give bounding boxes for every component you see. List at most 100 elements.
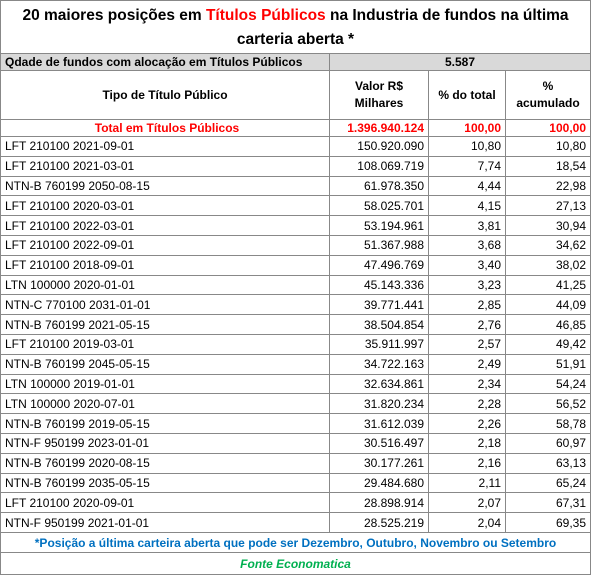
- data-cell: 2,34: [429, 374, 506, 395]
- data-cell: 28.525.219: [330, 513, 429, 533]
- data-cell: 38.504.854: [330, 315, 429, 335]
- data-row: NTN-B 760199 2035-05-15 29.484.680 2,11 65,…: [0, 473, 591, 494]
- data-cell: 38,02: [506, 255, 591, 276]
- summary-row: Qdade de fundos com alocação em Títulos …: [0, 54, 591, 71]
- data-row: NTN-B 760199 2050-08-15 61.978.350 4,44 22,…: [0, 176, 591, 197]
- data-cell: 58.025.701: [330, 196, 429, 217]
- data-row: LFT 210100 2020-03-01 58.025.701 4,15 27,13: [0, 196, 591, 217]
- data-row: NTN-F 950199 2023-01-01 30.516.497 2,18 60,…: [0, 434, 591, 454]
- data-cell: 3,40: [429, 255, 506, 276]
- data-cell: 28.898.914: [330, 493, 429, 514]
- data-cell: 2,76: [429, 315, 506, 335]
- data-row: NTN-C 770100 2031-01-01 39.771.441 2,85 44,…: [0, 295, 591, 316]
- data-cell: 27,13: [506, 196, 591, 217]
- data-cell: LFT 210100 2022-03-01: [0, 216, 330, 236]
- data-cell: 54,24: [506, 374, 591, 395]
- data-cell: 4,15: [429, 196, 506, 217]
- data-cell: 3,23: [429, 275, 506, 296]
- title-highlight: Títulos Públicos: [205, 7, 326, 24]
- data-row: LFT 210100 2021-03-01 108.069.719 7,74 18,5…: [0, 156, 591, 177]
- data-cell: LFT 210100 2022-09-01: [0, 236, 330, 256]
- data-cell: 61.978.350: [330, 176, 429, 197]
- title-text: 20 maiores posições em: [22, 7, 206, 24]
- data-cell: 44,09: [506, 295, 591, 316]
- source: Fonte Economatica: [0, 553, 591, 575]
- data-cell: 10,80: [429, 137, 506, 157]
- data-cell: 18,54: [506, 156, 591, 177]
- data-cell: 3,81: [429, 216, 506, 236]
- data-cell: 2,18: [429, 434, 506, 454]
- data-cell: 34.722.163: [330, 354, 429, 375]
- header-cell: Tipo de Título Público: [0, 71, 330, 120]
- data-cell: 69,35: [506, 513, 591, 533]
- data-cell: 56,52: [506, 394, 591, 415]
- data-cell: 2,07: [429, 493, 506, 514]
- total-cell: 100,00: [429, 120, 506, 137]
- data-cell: LFT 210100 2021-03-01: [0, 156, 330, 177]
- data-cell: 31.820.234: [330, 394, 429, 415]
- data-cell: LTN 100000 2020-01-01: [0, 275, 330, 296]
- data-cell: 2,26: [429, 414, 506, 434]
- data-cell: NTN-B 760199 2035-05-15: [0, 473, 330, 494]
- data-row: NTN-B 760199 2021-05-15 38.504.854 2,76 46,…: [0, 315, 591, 335]
- data-cell: 67,31: [506, 493, 591, 514]
- data-cell: LFT 210100 2019-03-01: [0, 335, 330, 355]
- data-row: LFT 210100 2022-09-01 51.367.988 3,68 34,62: [0, 236, 591, 256]
- data-row: LFT 210100 2018-09-01 47.496.769 3,40 38,02: [0, 255, 591, 276]
- data-cell: 2,49: [429, 354, 506, 375]
- data-cell: LFT 210100 2020-03-01: [0, 196, 330, 217]
- data-cell: NTN-F 950199 2021-01-01: [0, 513, 330, 533]
- data-cell: 45.143.336: [330, 275, 429, 296]
- data-cell: 2,85: [429, 295, 506, 316]
- data-row: LTN 100000 2020-07-01 31.820.234 2,28 56,52: [0, 394, 591, 415]
- data-cell: LFT 210100 2020-09-01: [0, 493, 330, 514]
- data-row: LFT 210100 2022-03-01 53.194.961 3,81 30,94: [0, 216, 591, 236]
- data-cell: 39.771.441: [330, 295, 429, 316]
- data-cell: 2,28: [429, 394, 506, 415]
- data-cell: 49,42: [506, 335, 591, 355]
- data-cell: LFT 210100 2021-09-01: [0, 137, 330, 157]
- data-cell: 58,78: [506, 414, 591, 434]
- summary-label: Qdade de fundos com alocação em Títulos …: [0, 54, 330, 71]
- data-row: LTN 100000 2019-01-01 32.634.861 2,34 54,24: [0, 374, 591, 395]
- note: *Posição a última carteira aberta que po…: [0, 533, 591, 553]
- data-row: NTN-B 760199 2019-05-15 31.612.039 2,26 58,…: [0, 414, 591, 434]
- total-cell: 1.396.940.124: [330, 120, 429, 137]
- data-row: NTN-B 760199 2020-08-15 30.177.261 2,16 63,…: [0, 453, 591, 474]
- data-row: LFT 210100 2019-03-01 35.911.997 2,57 49,42: [0, 335, 591, 355]
- data-cell: 53.194.961: [330, 216, 429, 236]
- summary-value: 5.587: [330, 54, 591, 71]
- data-cell: NTN-B 760199 2021-05-15: [0, 315, 330, 335]
- data-cell: NTN-F 950199 2023-01-01: [0, 434, 330, 454]
- header-cell: % do total: [429, 71, 506, 120]
- data-cell: 30,94: [506, 216, 591, 236]
- data-cell: 51,91: [506, 354, 591, 375]
- data-cell: 2,04: [429, 513, 506, 533]
- data-cell: 3,68: [429, 236, 506, 256]
- data-row: LFT 210100 2020-09-01 28.898.914 2,07 67,31: [0, 493, 591, 514]
- data-cell: 7,74: [429, 156, 506, 177]
- data-cell: 30.516.497: [330, 434, 429, 454]
- data-cell: 47.496.769: [330, 255, 429, 276]
- data-cell: 2,11: [429, 473, 506, 494]
- data-row: NTN-F 950199 2021-01-01 28.525.219 2,04 69,…: [0, 513, 591, 533]
- header-cell: Valor R$ Milhares: [330, 71, 429, 120]
- data-cell: 31.612.039: [330, 414, 429, 434]
- total-cell: Total em Títulos Públicos: [0, 120, 330, 137]
- data-cell: 29.484.680: [330, 473, 429, 494]
- data-cell: 108.069.719: [330, 156, 429, 177]
- data-cell: LFT 210100 2018-09-01: [0, 255, 330, 276]
- data-row: NTN-B 760199 2045-05-15 34.722.163 2,49 51,…: [0, 354, 591, 375]
- data-cell: NTN-B 760199 2045-05-15: [0, 354, 330, 375]
- data-cell: 65,24: [506, 473, 591, 494]
- total-cell: 100,00: [506, 120, 591, 137]
- data-cell: NTN-B 760199 2050-08-15: [0, 176, 330, 197]
- header-row: Tipo de Título Público Valor R$ Milhares%…: [0, 71, 591, 120]
- data-cell: 34,62: [506, 236, 591, 256]
- data-cell: 63,13: [506, 453, 591, 474]
- title: 20 maiores posições em Títulos Públicos …: [0, 0, 591, 54]
- header-cell: % acumulado: [506, 71, 591, 120]
- data-cell: 35.911.997: [330, 335, 429, 355]
- data-cell: 10,80: [506, 137, 591, 157]
